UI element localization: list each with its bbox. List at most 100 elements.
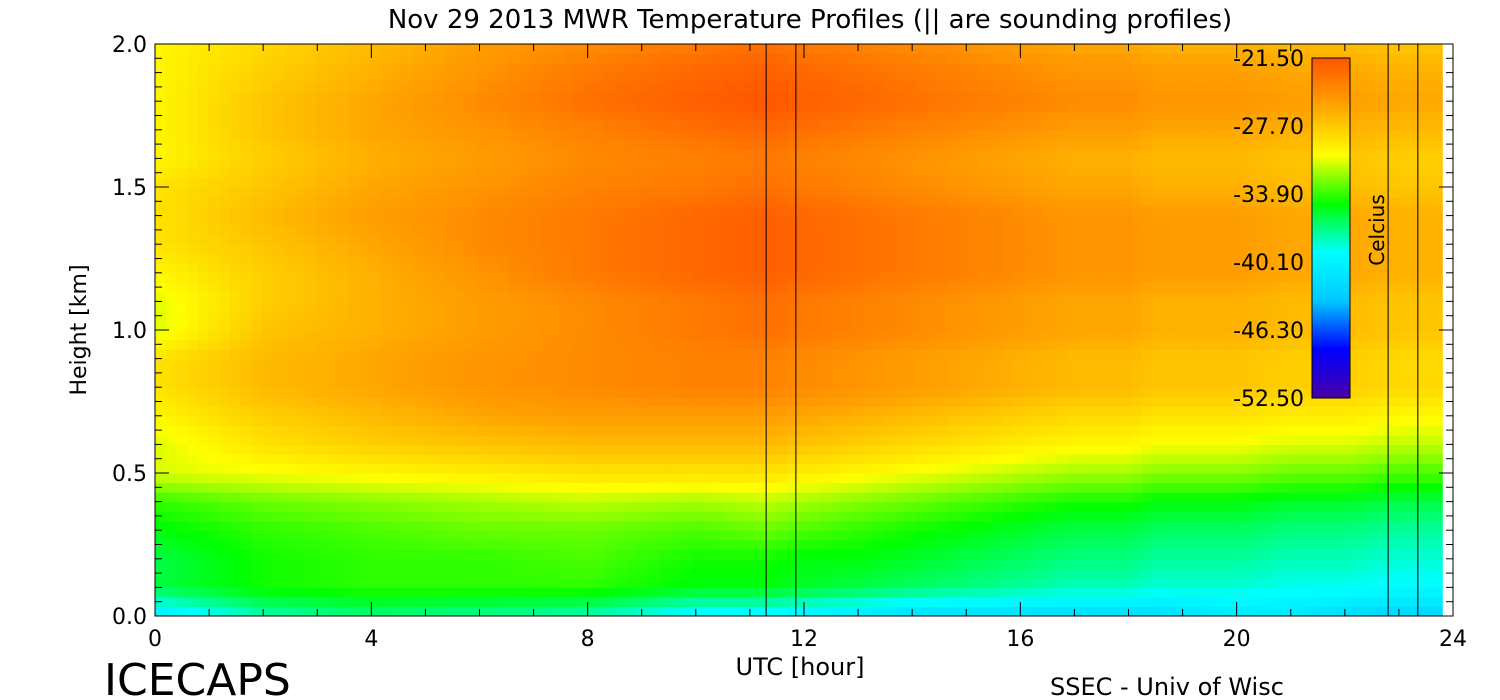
heatmap-cell xyxy=(820,482,832,493)
heatmap-cell xyxy=(1013,568,1025,579)
heatmap-cell xyxy=(1302,434,1315,445)
heatmap-cell xyxy=(444,330,456,341)
heatmap-cell xyxy=(777,434,789,445)
heatmap-cell xyxy=(1313,415,1325,426)
heatmap-cell xyxy=(1002,387,1014,398)
heatmap-cell xyxy=(1056,301,1068,312)
heatmap-cell xyxy=(1345,530,1357,541)
heatmap-cell xyxy=(723,406,735,417)
heatmap-cell xyxy=(970,511,982,522)
heatmap-cell xyxy=(519,473,532,484)
heatmap-cell xyxy=(369,377,381,388)
heatmap-cell xyxy=(669,225,682,236)
heatmap-cell xyxy=(1227,425,1239,436)
heatmap-cell xyxy=(680,558,692,569)
heatmap-cell xyxy=(712,387,725,398)
heatmap-cell xyxy=(712,539,725,550)
heatmap-cell xyxy=(390,568,403,579)
heatmap-cell xyxy=(326,463,338,474)
heatmap-cell xyxy=(1410,444,1422,455)
heatmap-cell xyxy=(1131,349,1143,360)
heatmap-cell xyxy=(820,606,832,616)
heatmap-cell xyxy=(766,539,778,550)
heatmap-cell xyxy=(734,511,746,522)
heatmap-cell xyxy=(1045,377,1057,388)
heatmap-cell xyxy=(262,520,274,531)
heatmap-cell xyxy=(948,539,961,550)
heatmap-cell xyxy=(980,263,993,274)
heatmap-cell xyxy=(852,577,864,588)
heatmap-cell xyxy=(948,453,961,465)
heatmap-cell xyxy=(594,473,607,484)
heatmap-cell xyxy=(659,568,671,579)
heatmap-cell xyxy=(1098,253,1111,264)
heatmap-cell xyxy=(1034,530,1046,541)
heatmap-cell xyxy=(401,377,414,388)
heatmap-cell xyxy=(1302,225,1315,236)
heatmap-cell xyxy=(895,301,907,312)
heatmap-cell xyxy=(240,511,253,522)
heatmap-cell xyxy=(1098,234,1111,245)
heatmap-cell xyxy=(1399,520,1411,531)
heatmap-cell xyxy=(830,320,843,331)
heatmap-cell xyxy=(187,568,199,579)
heatmap-cell xyxy=(240,501,253,512)
heatmap-cell xyxy=(1324,539,1336,550)
heatmap-cell xyxy=(187,339,199,350)
heatmap-cell xyxy=(841,539,853,550)
heatmap-cell xyxy=(798,272,810,283)
heatmap-cell xyxy=(315,530,328,541)
heatmap-cell xyxy=(498,415,510,426)
heatmap-cell xyxy=(862,225,875,236)
heatmap-cell xyxy=(294,596,306,608)
heatmap-cell xyxy=(1410,492,1422,503)
heatmap-cell xyxy=(1238,225,1250,236)
heatmap-cell xyxy=(1399,577,1411,588)
heatmap-cell xyxy=(744,358,757,369)
heatmap-cell xyxy=(991,225,1003,236)
heatmap-cell xyxy=(326,387,338,398)
heatmap-cell xyxy=(1174,387,1186,398)
heatmap-cell xyxy=(852,425,864,436)
heatmap-cell xyxy=(1098,310,1111,322)
heatmap-cell xyxy=(326,310,338,322)
heatmap-cell xyxy=(1345,330,1357,341)
heatmap-cell xyxy=(1216,577,1229,588)
heatmap-cell xyxy=(1141,596,1154,608)
heatmap-cell xyxy=(1163,606,1175,616)
heatmap-cell xyxy=(176,396,188,407)
heatmap-cell xyxy=(820,320,832,331)
heatmap-cell xyxy=(1410,415,1422,426)
heatmap-cell xyxy=(1334,492,1347,503)
heatmap-cell xyxy=(390,415,403,426)
heatmap-cell xyxy=(348,463,360,474)
heatmap-cell xyxy=(315,377,328,388)
heatmap-cell xyxy=(830,434,843,445)
heatmap-cell xyxy=(1270,320,1282,331)
heatmap-cell xyxy=(669,215,682,226)
heatmap-cell xyxy=(777,501,789,512)
heatmap-cell xyxy=(830,444,843,455)
heatmap-cell xyxy=(648,263,660,274)
heatmap-cell xyxy=(262,577,274,588)
heatmap-cell xyxy=(541,263,553,274)
heatmap-cell xyxy=(1002,377,1014,388)
heatmap-cell xyxy=(991,282,1003,293)
heatmap-cell xyxy=(862,511,875,522)
heatmap-cell xyxy=(412,606,424,616)
heatmap-cell xyxy=(455,539,467,550)
heatmap-cell xyxy=(723,587,735,598)
heatmap-cell xyxy=(916,415,928,426)
heatmap-cell xyxy=(294,425,306,436)
heatmap-cell xyxy=(766,415,778,426)
heatmap-cell xyxy=(208,520,220,531)
heatmap-cell xyxy=(219,301,231,312)
heatmap-cell xyxy=(798,568,810,579)
heatmap-cell xyxy=(1098,444,1111,455)
heatmap-cell xyxy=(1023,301,1036,312)
heatmap-cell xyxy=(1431,234,1443,245)
heatmap-cell xyxy=(197,606,210,616)
heatmap-cell xyxy=(830,596,843,608)
heatmap-cell xyxy=(594,558,607,569)
heatmap-cell xyxy=(723,558,735,569)
